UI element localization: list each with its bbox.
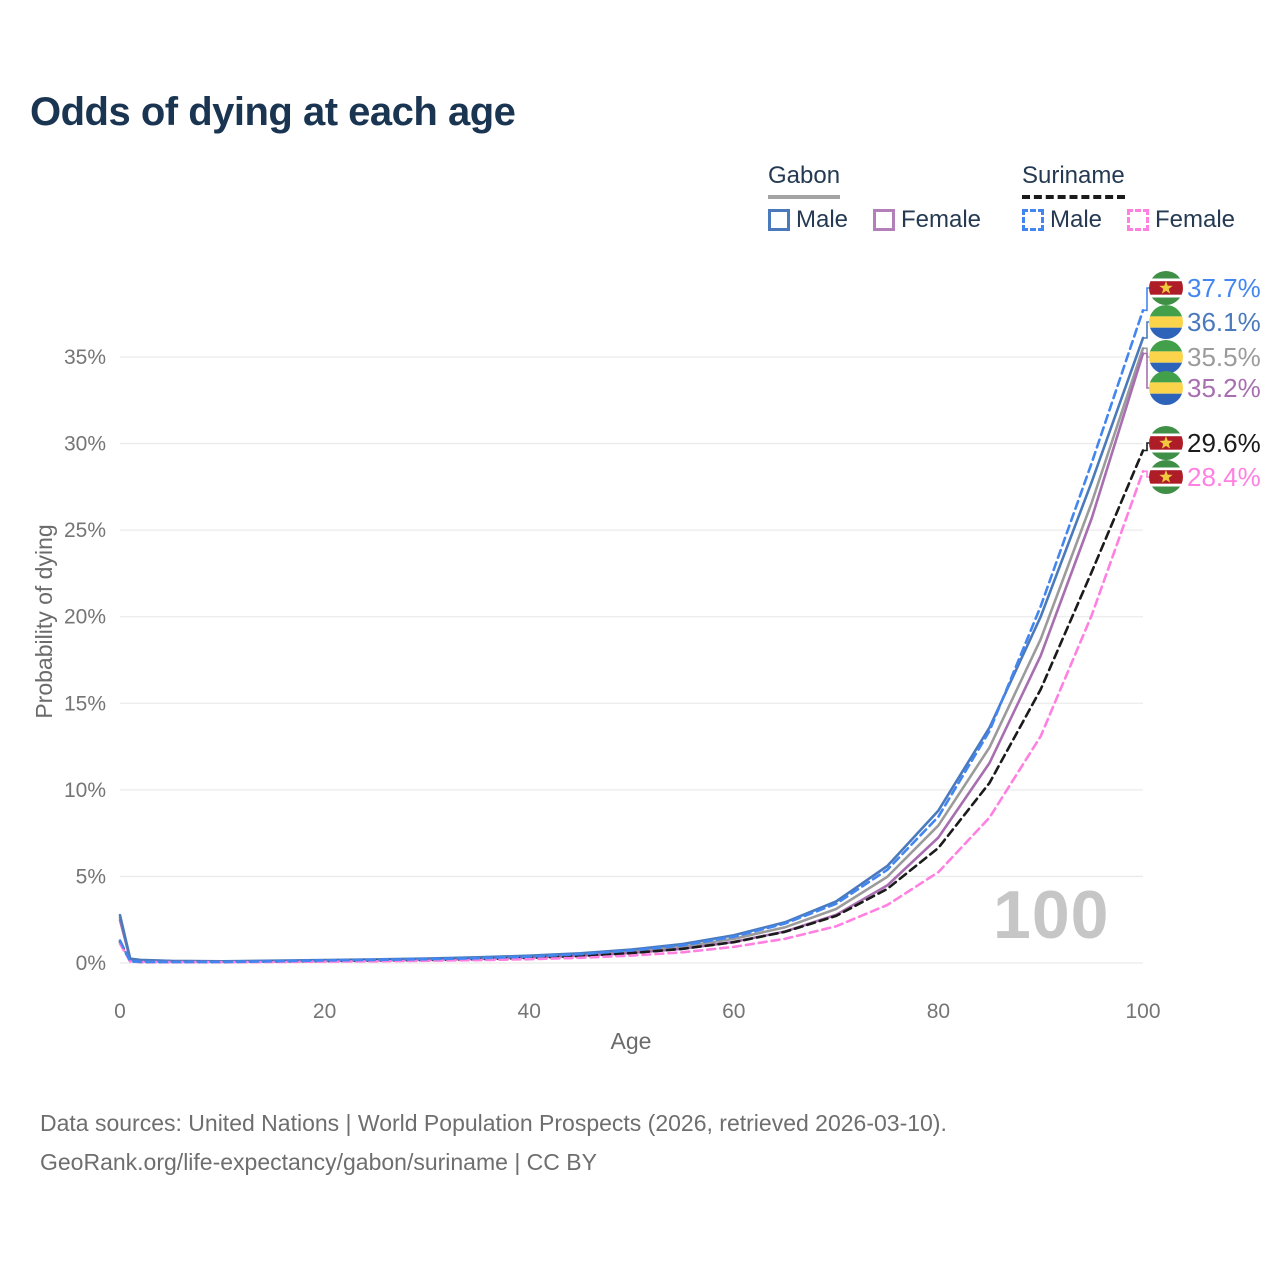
end-label-value: 28.4% <box>1187 461 1261 492</box>
label-connector-suriname_total <box>1143 442 1150 452</box>
gabon-flag-icon <box>1149 305 1183 339</box>
page-title: Odds of dying at each age <box>30 90 516 134</box>
end-label-suriname_male: 37.7% <box>1149 270 1261 306</box>
gabon-male-swatch-icon <box>768 209 790 231</box>
series-line-gabon_male[interactable] <box>118 336 1145 963</box>
end-label-suriname_female: 28.4% <box>1149 459 1261 495</box>
y-tick-label: 5% <box>76 865 106 888</box>
y-tick-label: 25% <box>64 519 106 542</box>
legend-item-suriname-male[interactable]: Male <box>1022 206 1102 234</box>
end-label-gabon_female: 35.2% <box>1149 370 1261 406</box>
end-label-value: 35.2% <box>1187 372 1261 403</box>
suriname-male-swatch-icon <box>1022 209 1044 231</box>
y-tick-label: 10% <box>64 779 106 802</box>
end-label-value: 35.5% <box>1187 341 1261 372</box>
data-sources-text: Data sources: United Nations | World Pop… <box>40 1110 947 1136</box>
legend-item-gabon-male[interactable]: Male <box>768 206 848 234</box>
legend-label: Male <box>1050 206 1103 233</box>
x-tick-label: 40 <box>518 1000 541 1023</box>
suriname-flag-icon <box>1149 426 1183 460</box>
suriname-female-swatch-icon <box>1127 209 1149 231</box>
end-label-value: 36.1% <box>1187 306 1261 337</box>
x-axis-title: Age <box>610 1028 652 1054</box>
label-connector-gabon_total <box>1143 347 1150 358</box>
gabon-flag-icon <box>1149 371 1183 405</box>
legend-label: Female <box>901 206 982 233</box>
gabon-flag-icon <box>1149 340 1183 374</box>
label-connector-suriname_male <box>1143 287 1150 312</box>
legend-header-suriname: Suriname <box>1022 162 1125 199</box>
end-label-value: 37.7% <box>1187 272 1261 303</box>
legend-group-suriname: Suriname <box>1022 162 1125 199</box>
legend-label: Male <box>796 206 849 233</box>
x-tick-label: 20 <box>313 1000 336 1023</box>
legend-group-gabon: Gabon <box>768 162 841 199</box>
gabon-female-swatch-icon <box>873 209 895 231</box>
y-tick-label: 15% <box>64 692 106 715</box>
label-connector-gabon_female <box>1143 352 1150 389</box>
attribution-text: GeoRank.org/life-expectancy/gabon/surina… <box>40 1149 597 1175</box>
suriname-flag-icon <box>1149 271 1183 305</box>
series-line-suriname_female[interactable] <box>118 470 1145 964</box>
label-connector-gabon_male <box>1143 321 1150 339</box>
y-axis-title: Probability of dying <box>31 524 57 719</box>
end-label-suriname_total: 29.6% <box>1149 425 1261 461</box>
x-tick-label: 60 <box>722 1000 745 1023</box>
y-tick-label: 30% <box>64 433 106 456</box>
y-tick-label: 0% <box>76 952 106 975</box>
x-tick-label: 0 <box>114 1000 126 1023</box>
watermark-age-100: 100 <box>993 877 1110 953</box>
series-line-suriname_male[interactable] <box>118 309 1145 964</box>
series-line-suriname_total[interactable] <box>118 449 1145 964</box>
x-tick-label: 80 <box>927 1000 950 1023</box>
legend-item-suriname-female[interactable]: Female <box>1127 206 1235 234</box>
legend-header-gabon: Gabon <box>768 162 841 199</box>
y-tick-label: 35% <box>64 346 106 369</box>
end-label-gabon_total: 35.5% <box>1149 339 1261 375</box>
end-label-value: 29.6% <box>1187 427 1261 458</box>
legend-label: Female <box>1155 206 1236 233</box>
end-label-gabon_male: 36.1% <box>1149 304 1261 340</box>
series-line-gabon_female[interactable] <box>118 352 1145 963</box>
label-connector-suriname_female <box>1143 470 1150 478</box>
series-line-gabon_total[interactable] <box>118 347 1145 963</box>
suriname-flag-icon <box>1149 460 1183 494</box>
x-tick-label: 100 <box>1125 1000 1160 1023</box>
legend-item-gabon-female[interactable]: Female <box>873 206 981 234</box>
y-tick-label: 20% <box>64 606 106 629</box>
